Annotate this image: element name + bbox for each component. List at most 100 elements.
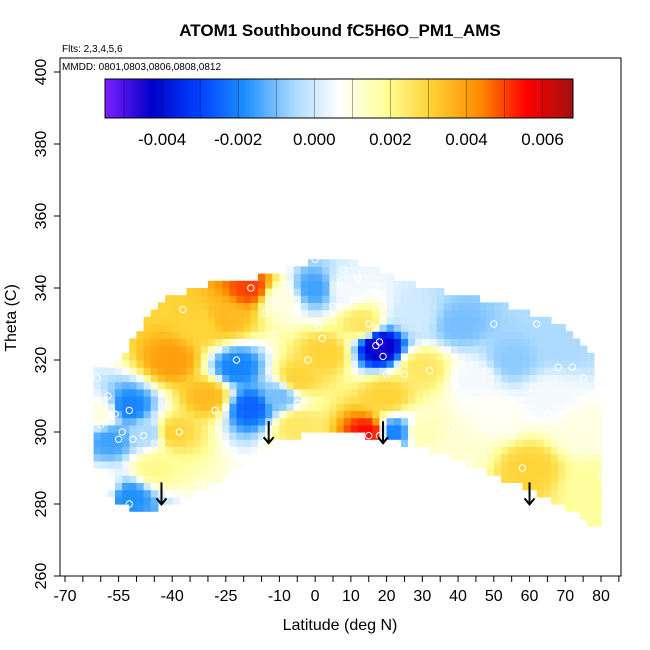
heatmap-cell	[100, 453, 109, 462]
heatmap-cell	[122, 460, 130, 469]
heatmap-cell	[229, 367, 238, 375]
heatmap-cell	[215, 324, 223, 332]
heatmap-cell	[350, 410, 359, 419]
heatmap-cell	[586, 460, 595, 469]
heatmap-cell	[322, 352, 331, 361]
heatmap-cell	[372, 273, 381, 282]
heatmap-cell	[572, 381, 581, 390]
heatmap-cell	[522, 331, 531, 339]
heatmap-cell	[493, 338, 502, 347]
heatmap-cell	[215, 460, 223, 469]
heatmap-cell	[458, 417, 466, 426]
heatmap-cell	[322, 424, 331, 433]
heatmap-cell	[550, 446, 559, 455]
heatmap-cell	[343, 381, 352, 390]
heatmap-cell	[179, 381, 188, 390]
heatmap-cell	[365, 352, 373, 361]
heatmap-cell	[493, 331, 502, 339]
heatmap-cell	[550, 475, 559, 483]
heatmap-cell	[479, 360, 488, 368]
heatmap-cell	[543, 331, 552, 339]
heatmap-cell	[593, 396, 602, 404]
heatmap-cell	[279, 352, 288, 361]
heatmap-cell	[350, 266, 359, 275]
heatmap-cell	[257, 338, 266, 347]
observation-point	[365, 431, 373, 440]
heatmap-cell	[179, 388, 188, 397]
heatmap-cell	[136, 424, 145, 433]
heatmap-cell	[322, 280, 331, 289]
heatmap-cell	[257, 410, 266, 419]
heatmap-cell	[386, 417, 395, 426]
heatmap-cell	[143, 475, 152, 483]
heatmap-cell	[243, 381, 252, 390]
heatmap-cell	[236, 338, 245, 347]
heatmap-cell	[229, 338, 238, 347]
heatmap-cell	[436, 316, 445, 325]
heatmap-cell	[508, 460, 516, 469]
heatmap-cell	[586, 504, 595, 512]
heatmap-cell	[393, 295, 402, 303]
heatmap-cell	[522, 316, 531, 325]
heatmap-cell	[265, 345, 273, 354]
heatmap-cell	[436, 381, 445, 390]
heatmap-cell	[372, 331, 381, 339]
heatmap-cell	[493, 345, 502, 354]
heatmap-cell	[572, 410, 581, 419]
heatmap-cell	[300, 338, 309, 347]
observation-point	[311, 255, 319, 263]
heatmap-cell	[572, 424, 581, 433]
heatmap-cell	[543, 468, 552, 476]
observation-point	[507, 431, 516, 440]
heatmap-cell	[579, 446, 588, 455]
heatmap-cell	[265, 367, 273, 375]
heatmap-cell	[443, 381, 452, 390]
heatmap-cell	[336, 295, 345, 303]
heatmap-cell	[586, 367, 595, 375]
heatmap-cell	[479, 446, 488, 455]
heatmap-cell	[236, 403, 245, 411]
heatmap-cell	[236, 446, 245, 455]
heatmap-cell	[415, 288, 423, 296]
heatmap-cell	[558, 475, 566, 483]
heatmap-cell	[379, 352, 388, 361]
heatmap-cell	[336, 288, 345, 296]
heatmap-cell	[215, 424, 223, 433]
arrow-head	[523, 497, 536, 506]
heatmap-cell	[279, 273, 288, 282]
heatmap-cell	[586, 424, 595, 433]
heatmap-cell	[365, 266, 373, 275]
heatmap-cell	[207, 446, 216, 455]
heatmap-cell	[572, 352, 581, 361]
heatmap-cell	[157, 367, 166, 375]
heatmap-cell	[379, 374, 388, 383]
heatmap-cell	[293, 388, 302, 397]
heatmap-cell	[586, 446, 595, 455]
heatmap-cell	[329, 273, 338, 282]
heatmap-cell	[536, 352, 545, 361]
observation-point	[568, 363, 577, 371]
heatmap-cell	[100, 381, 109, 390]
heatmap-cell	[472, 374, 481, 383]
heatmap-cell	[458, 331, 466, 339]
heatmap-cell	[165, 309, 173, 318]
heatmap-cell	[93, 460, 102, 469]
heatmap-cell	[307, 316, 316, 325]
heatmap-cell	[157, 345, 166, 354]
heatmap-cell	[586, 360, 595, 368]
heatmap-cell	[322, 324, 331, 332]
heatmap-cell	[550, 381, 559, 390]
heatmap-cell	[179, 460, 188, 469]
heatmap-cell	[579, 504, 588, 512]
heatmap-cell	[522, 381, 531, 390]
heatmap-cell	[150, 446, 159, 455]
heatmap-cell	[386, 324, 395, 332]
heatmap-cell	[472, 439, 481, 447]
heatmap-cell	[229, 295, 238, 303]
heatmap-cell	[300, 388, 309, 397]
heatmap-cell	[358, 316, 366, 325]
heatmap-cell	[322, 396, 331, 404]
observation-point	[111, 410, 119, 418]
heatmap-cell	[307, 396, 316, 404]
heatmap-cell	[429, 396, 438, 404]
